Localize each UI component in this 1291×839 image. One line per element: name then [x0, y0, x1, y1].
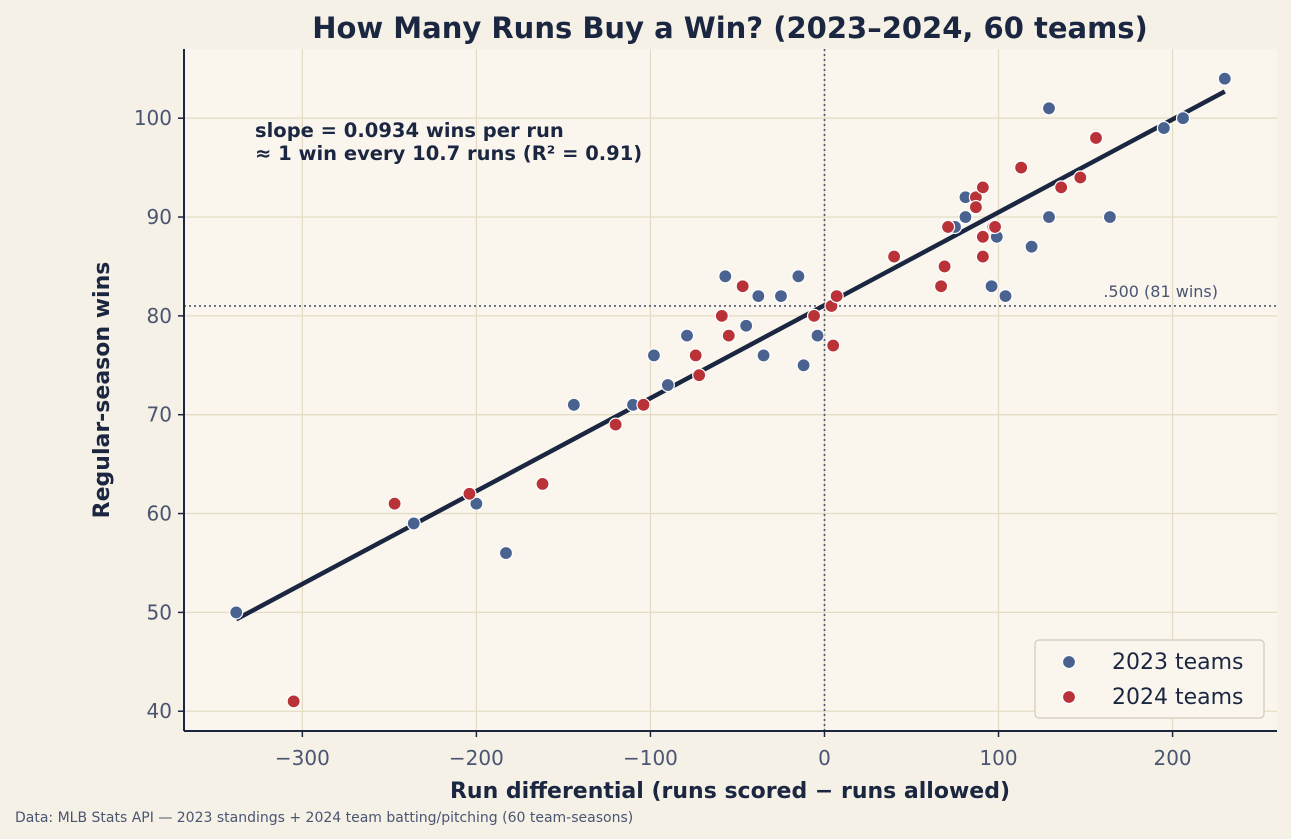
data-point-2024 — [940, 219, 956, 235]
x-axis-label: Run differential (runs scored − runs all… — [450, 779, 1010, 804]
data-point-2023 — [1175, 111, 1191, 126]
data-point-2023 — [498, 545, 514, 561]
data-point-2024 — [975, 229, 990, 244]
data-point-2023 — [406, 516, 421, 531]
data-point-2023 — [751, 289, 766, 304]
data-point-2023 — [796, 358, 811, 373]
data-point-2023 — [1041, 209, 1057, 225]
data-point-2024 — [933, 279, 949, 294]
data-point-2024 — [1088, 130, 1104, 146]
data-point-2023 — [739, 318, 754, 333]
x-tick-label: −200 — [449, 746, 504, 770]
legend-label-2024: 2024 teams — [1112, 685, 1244, 710]
reference-line-label: .500 (81 wins) — [1103, 282, 1218, 301]
data-point-2024 — [735, 279, 750, 294]
source-note: Data: MLB Stats API — 2023 standings + 2… — [15, 810, 633, 826]
data-point-2023 — [984, 279, 999, 294]
data-point-2024 — [1073, 170, 1088, 185]
legend-marker-2023 — [1061, 654, 1077, 670]
data-point-2023 — [791, 269, 806, 284]
data-point-2024 — [462, 486, 477, 501]
data-point-2024 — [975, 249, 990, 264]
data-point-2024 — [829, 289, 844, 304]
slope-annotation-line-1: slope = 0.0934 wins per run — [255, 119, 564, 142]
y-tick-label: 60 — [147, 502, 172, 526]
data-point-2024 — [887, 249, 902, 264]
data-point-2023 — [1102, 209, 1118, 225]
legend-box — [1034, 639, 1265, 719]
data-point-2023 — [1024, 239, 1039, 254]
x-tick-label: −300 — [275, 746, 330, 770]
y-axis-label: Regular-season wins — [90, 262, 115, 519]
y-tick-label: 50 — [147, 600, 172, 624]
regression-line — [235, 89, 1226, 622]
x-tick-label: −100 — [623, 746, 678, 770]
data-point-2023 — [718, 269, 733, 284]
data-point-2024 — [968, 200, 984, 215]
data-point-2024 — [975, 180, 990, 195]
data-point-2024 — [286, 694, 301, 709]
data-point-2024 — [636, 397, 651, 412]
data-point-2024 — [987, 219, 1003, 235]
data-point-2024 — [692, 368, 707, 383]
data-point-2023 — [660, 377, 675, 393]
data-point-2024 — [1054, 180, 1069, 195]
data-point-2023 — [469, 496, 484, 511]
y-tick-label: 80 — [147, 304, 172, 328]
data-point-2023 — [566, 397, 581, 412]
x-tick-label: 200 — [1153, 746, 1191, 770]
data-point-2024 — [721, 328, 736, 343]
y-tick-label: 90 — [147, 205, 172, 229]
data-point-2024 — [937, 259, 952, 274]
data-point-2024 — [608, 417, 623, 432]
data-point-2023 — [1156, 120, 1171, 136]
data-point-2023 — [646, 348, 662, 363]
data-point-2024 — [714, 308, 729, 323]
data-point-2023 — [679, 328, 695, 343]
data-point-2024 — [688, 348, 703, 363]
legend-marker-2024 — [1061, 689, 1077, 705]
legend: 2023 teams 2024 teams — [1034, 639, 1265, 719]
data-point-2024 — [1014, 160, 1029, 175]
y-tick-label: 70 — [147, 403, 172, 427]
data-points — [229, 71, 1232, 709]
x-tick-label: 0 — [818, 746, 831, 770]
data-point-2023 — [773, 289, 789, 304]
y-tick-label: 100 — [134, 106, 172, 130]
slope-annotation-line-2: ≈ 1 win every 10.7 runs (R² = 0.91) — [255, 142, 642, 165]
y-axis-ticks: 40 50 60 70 80 90 100 — [134, 106, 184, 723]
x-axis-ticks: −300 −200 −100 0 100 200 — [275, 731, 1192, 770]
data-point-2023 — [229, 605, 244, 620]
data-point-2024 — [387, 496, 402, 511]
data-point-2023 — [810, 328, 825, 343]
data-point-2023 — [756, 348, 771, 363]
data-point-2024 — [535, 476, 550, 491]
x-tick-label: 100 — [979, 746, 1017, 770]
y-tick-label: 40 — [147, 699, 172, 723]
data-point-2024 — [826, 338, 841, 353]
legend-label-2023: 2023 teams — [1112, 650, 1244, 675]
chart-title: How Many Runs Buy a Win? (2023–2024, 60 … — [312, 11, 1148, 45]
data-point-2024 — [806, 308, 822, 323]
data-point-2023 — [958, 209, 973, 225]
data-point-2023 — [1217, 71, 1232, 86]
data-point-2023 — [998, 289, 1013, 304]
data-point-2023 — [1041, 101, 1057, 116]
